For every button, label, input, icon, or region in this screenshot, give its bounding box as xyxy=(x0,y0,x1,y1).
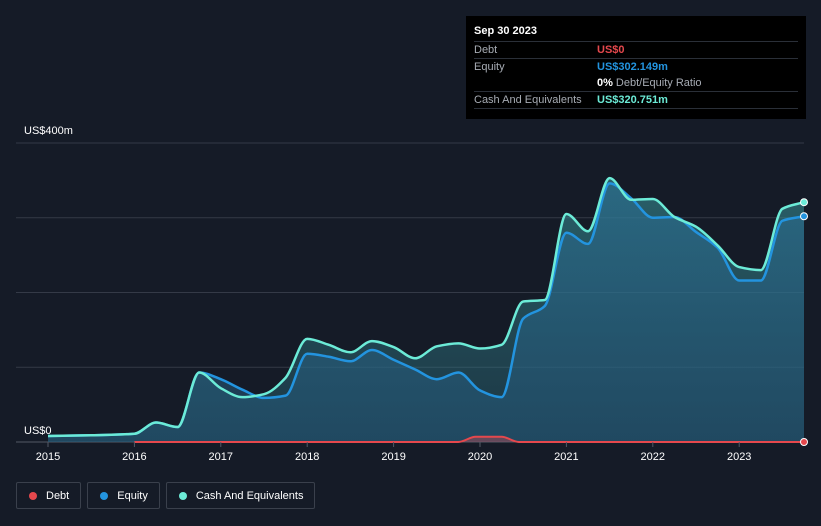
legend-item-equity[interactable]: Equity xyxy=(87,482,160,509)
legend-label-cash: Cash And Equivalents xyxy=(195,489,304,502)
y-axis-label-bottom: US$0 xyxy=(24,425,52,437)
tooltip-cash-row: Cash And Equivalents US$320.751m xyxy=(474,91,798,109)
cash-end-marker xyxy=(800,198,808,207)
y-axis-label-top: US$400m xyxy=(24,125,73,137)
tooltip-ratio-label: Debt/Equity Ratio xyxy=(615,77,702,89)
tooltip-debt-row: Debt US$0 xyxy=(474,41,798,58)
legend-item-cash[interactable]: Cash And Equivalents xyxy=(165,482,316,509)
x-tick-label: 2016 xyxy=(122,451,146,463)
tooltip: Sep 30 2023 Debt US$0 Equity US$302.149m… xyxy=(466,16,806,119)
equity-area xyxy=(48,183,804,442)
tooltip-equity-value: US$302.149m xyxy=(597,61,668,73)
x-tick-label: 2017 xyxy=(209,451,233,463)
tooltip-date: Sep 30 2023 xyxy=(474,25,537,37)
x-tick-label: 2021 xyxy=(554,451,578,463)
x-tick-label: 2019 xyxy=(381,451,405,463)
tooltip-cash-label: Cash And Equivalents xyxy=(474,94,582,106)
legend-dot-debt xyxy=(29,491,37,500)
tooltip-ratio-value: 0% xyxy=(597,77,613,89)
tooltip-cash-value: US$320.751m xyxy=(597,94,668,106)
tooltip-equity-row: Equity US$302.149m xyxy=(474,58,798,75)
legend-dot-equity xyxy=(100,491,109,500)
equity-end-marker xyxy=(800,212,808,221)
x-tick-label: 2015 xyxy=(36,451,60,463)
legend-label-equity: Equity xyxy=(117,489,148,502)
debt-line xyxy=(134,435,804,444)
x-tick-label: 2020 xyxy=(468,451,492,463)
legend-label-debt: Debt xyxy=(46,489,70,502)
x-tick-label: 2018 xyxy=(295,451,319,463)
legend-dot-cash xyxy=(178,491,187,500)
legend: Debt Equity Cash And Equivalents xyxy=(16,482,316,509)
tooltip-ratio-row: 0% Debt/Equity Ratio xyxy=(474,75,798,91)
legend-item-debt[interactable]: Debt xyxy=(16,482,82,509)
tooltip-equity-label: Equity xyxy=(474,61,505,73)
cash-line xyxy=(47,176,805,438)
debt-end-marker xyxy=(800,438,808,446)
x-tick-label: 2023 xyxy=(727,451,751,463)
tooltip-debt-label: Debt xyxy=(474,44,498,56)
tooltip-debt-value: US$0 xyxy=(597,44,625,56)
x-tick-label: 2022 xyxy=(641,451,665,463)
